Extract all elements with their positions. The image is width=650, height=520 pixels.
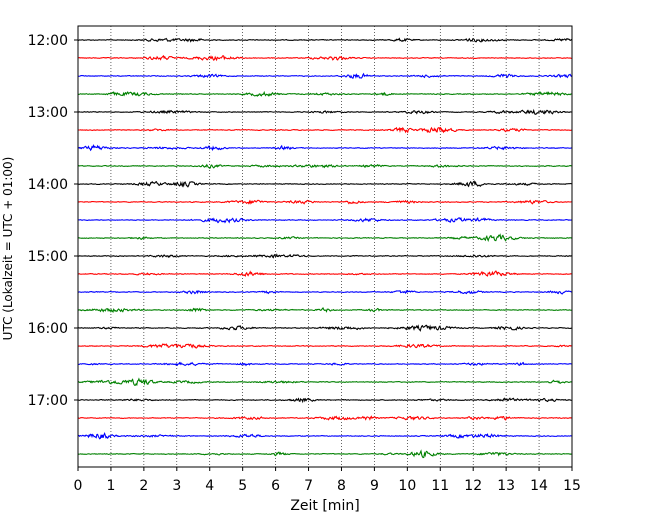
x-tick-label-13: 13 [497,478,515,494]
trace-1645 [77,377,572,387]
trace-1730 [77,432,572,440]
trace-1500 [77,253,572,259]
x-tick-label-7: 7 [304,478,313,494]
x-tick-label-14: 14 [530,478,548,494]
trace-1430 [77,217,572,224]
grid-layer [110,26,540,467]
x-axis-label: Zeit [min] [290,498,359,514]
trace-1630 [77,361,572,367]
y-axis-ticks: 12:00 13:00 14:00 15:00 16:00 17:00 [28,33,78,409]
y-tick-label-17:00: 17:00 [28,393,68,409]
trace-1515 [77,270,572,277]
trace-1200 [77,37,572,43]
trace-1545 [77,307,572,313]
trace-1245 [77,90,572,98]
y-tick-label-16:00: 16:00 [28,321,68,337]
x-tick-label-11: 11 [431,478,449,494]
x-axis-ticks: 0 1 2 3 4 5 6 7 8 9 10 11 12 13 14 15 [74,467,581,494]
y-tick-label-15:00: 15:00 [28,249,68,265]
trace-1600 [77,324,572,332]
plot-frame [77,25,573,468]
x-tick-label-5: 5 [238,478,247,494]
y-tick-label-14:00: 14:00 [28,177,68,193]
x-tick-label-15: 15 [563,478,581,494]
trace-1745 [77,449,572,459]
trace-layer [77,37,572,459]
trace-1615 [77,343,572,349]
trace-1230 [77,72,572,79]
trace-1415 [77,199,572,205]
x-tick-label-0: 0 [74,478,83,494]
y-axis-label: UTC (Lokalzeit = UTC + 01:00) [1,157,15,341]
x-tick-label-2: 2 [139,478,148,494]
trace-1330 [77,144,572,152]
x-tick-label-6: 6 [271,478,280,494]
y-tick-label-13:00: 13:00 [28,105,68,121]
trace-1530 [77,289,572,295]
trace-1345 [77,163,572,169]
x-tick-label-9: 9 [370,478,379,494]
x-tick-label-1: 1 [106,478,115,494]
trace-1400 [77,180,572,188]
trace-1300 [77,108,572,115]
x-tick-label-10: 10 [398,478,416,494]
x-tick-label-8: 8 [337,478,346,494]
trace-1215 [77,54,572,62]
x-tick-label-3: 3 [172,478,181,494]
trace-1715 [77,415,572,421]
x-tick-label-4: 4 [205,478,214,494]
trace-1315 [77,126,572,134]
trace-1445 [77,233,572,242]
x-tick-label-12: 12 [464,478,482,494]
y-tick-label-12:00: 12:00 [28,33,68,49]
trace-1700 [77,397,572,404]
